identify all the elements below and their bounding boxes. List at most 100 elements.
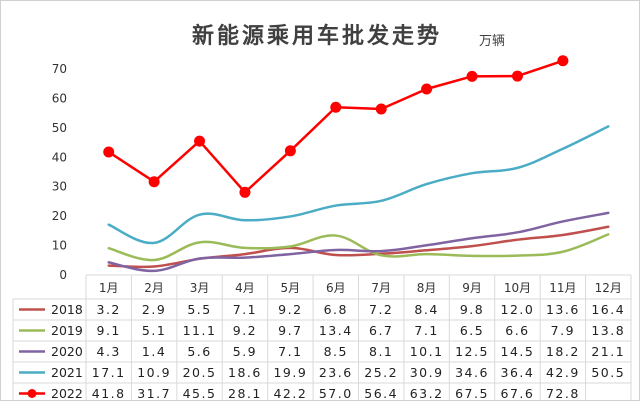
data-table-cell: 63.2	[410, 386, 444, 400]
data-table-cell: 19.9	[273, 365, 307, 380]
series-name: 2021	[51, 365, 83, 380]
y-tick-label: 50	[52, 121, 67, 135]
series-line-2021	[107, 125, 610, 245]
x-tick-label: 3月	[190, 281, 210, 295]
data-table-cell: 25.2	[364, 365, 398, 380]
data-table-cell: 12.5	[455, 344, 489, 359]
data-table-cell: 45.5	[183, 386, 217, 400]
data-table-cell: 67.5	[455, 386, 489, 400]
data-table-cell: 56.4	[364, 386, 398, 400]
data-table-cell: 6.7	[369, 323, 393, 338]
data-table-cell: 7.2	[369, 302, 393, 317]
data-table-cell: 67.6	[501, 386, 535, 400]
data-point-2022	[239, 186, 251, 198]
data-table-cell: 9.1	[97, 323, 121, 338]
chart-axes: 0 10 20 30 40 50 60 70 1月 2月 3月 4月 5月 6月 7月 8月 9月 10月 11月 1…	[52, 62, 631, 295]
data-table-cell: 9.2	[278, 302, 302, 317]
data-table-cell: 9.7	[278, 323, 302, 338]
data-table-cell: 5.1	[142, 323, 166, 338]
x-tick-label: 7月	[371, 281, 391, 295]
x-tick-label: 2月	[144, 281, 164, 295]
data-table-cell: 31.7	[137, 386, 171, 400]
data-table: 2018 3.2 2.9 5.5 7.1 9.2 6.8 7.2 8.4 9.8 12.0 13.6 1…	[12, 275, 632, 400]
series-name: 2020	[51, 344, 83, 359]
data-table-cell: 9.8	[460, 302, 484, 317]
data-table-cell: 17.1	[92, 365, 126, 380]
data-table-cell: 10.1	[410, 344, 444, 359]
data-table-cell: 72.8	[546, 386, 580, 400]
data-table-cell: 6.5	[460, 323, 484, 338]
x-tick-label: 5月	[281, 281, 301, 295]
data-table-cell: 8.5	[324, 344, 348, 359]
data-point-2022	[466, 70, 478, 82]
data-table-cell: 7.1	[414, 323, 438, 338]
data-table-cell: 42.9	[546, 365, 580, 380]
data-table-cell: 30.9	[410, 365, 444, 380]
data-table-cell: 8.1	[369, 344, 393, 359]
data-point-2022	[557, 55, 569, 67]
y-tick-label: 60	[52, 91, 67, 105]
data-table-cell: 6.8	[324, 302, 348, 317]
y-tick-label: 40	[52, 150, 67, 164]
series-lines	[103, 55, 610, 273]
data-table-cell: 7.1	[278, 344, 302, 359]
data-table-cell: 50.5	[591, 365, 625, 380]
y-tick-label: 70	[52, 62, 67, 76]
legend-key-marker	[27, 389, 37, 398]
data-table-cell: 18.2	[546, 344, 580, 359]
x-tick-label: 9月	[462, 281, 482, 295]
data-table-cell: 21.1	[591, 344, 625, 359]
data-table-cell: 5.9	[233, 344, 257, 359]
data-point-2022	[103, 146, 115, 158]
data-table-cell: 10.9	[137, 365, 171, 380]
data-table-cell: 5.5	[187, 302, 211, 317]
series-line-2020	[107, 211, 610, 273]
data-table-cell: 2.9	[142, 302, 166, 317]
y-tick-label: 20	[52, 209, 67, 223]
x-tick-label: 6月	[326, 281, 346, 295]
data-table-cell: 36.4	[501, 365, 535, 380]
y-tick-label: 30	[52, 180, 67, 194]
data-table-cell: 12.0	[501, 302, 535, 317]
data-table-cell: 6.6	[505, 323, 529, 338]
data-table-cell: 7.1	[233, 302, 257, 317]
y-tick-label: 0	[59, 268, 67, 282]
data-table-cell: 20.5	[183, 365, 217, 380]
data-table-cell: 9.2	[233, 323, 257, 338]
data-point-2022	[421, 83, 433, 95]
chart-title: 新能源乘用车批发走势	[192, 23, 442, 49]
chart-unit-label: 万辆	[479, 34, 505, 49]
data-table-cell: 13.4	[319, 323, 353, 338]
data-table-cell: 41.8	[92, 386, 126, 400]
series-name: 2018	[51, 302, 83, 317]
data-table-cell: 14.5	[501, 344, 535, 359]
x-tick-label: 1月	[99, 281, 119, 295]
x-tick-label: 4月	[235, 281, 255, 295]
x-tick-label: 8月	[417, 281, 437, 295]
data-point-2022	[194, 135, 206, 147]
data-table-cell: 13.6	[546, 302, 580, 317]
data-point-2022	[148, 176, 160, 188]
data-table-cell: 28.1	[228, 386, 262, 400]
data-table-cell: 18.6	[228, 365, 262, 380]
data-table-cell: 23.6	[319, 365, 353, 380]
series-line-2019	[107, 233, 610, 262]
data-table-cell: 8.4	[414, 302, 438, 317]
data-table-cell: 13.8	[591, 323, 625, 338]
data-point-2022	[284, 145, 296, 157]
data-point-2022	[375, 103, 387, 115]
data-table-cell: 11.1	[183, 323, 217, 338]
data-table-cell: 7.9	[551, 323, 575, 338]
data-table-cell: 1.4	[142, 344, 166, 359]
series-name: 2022	[51, 386, 83, 400]
data-table-cell: 57.0	[319, 386, 353, 400]
data-point-2022	[511, 70, 523, 82]
data-table-cell: 34.6	[455, 365, 489, 380]
series-name: 2019	[51, 323, 83, 338]
data-table-cell: 3.2	[97, 302, 121, 317]
y-tick-label: 10	[52, 239, 67, 253]
data-table-cell: 4.3	[97, 344, 121, 359]
x-tick-label: 10月	[504, 281, 531, 295]
